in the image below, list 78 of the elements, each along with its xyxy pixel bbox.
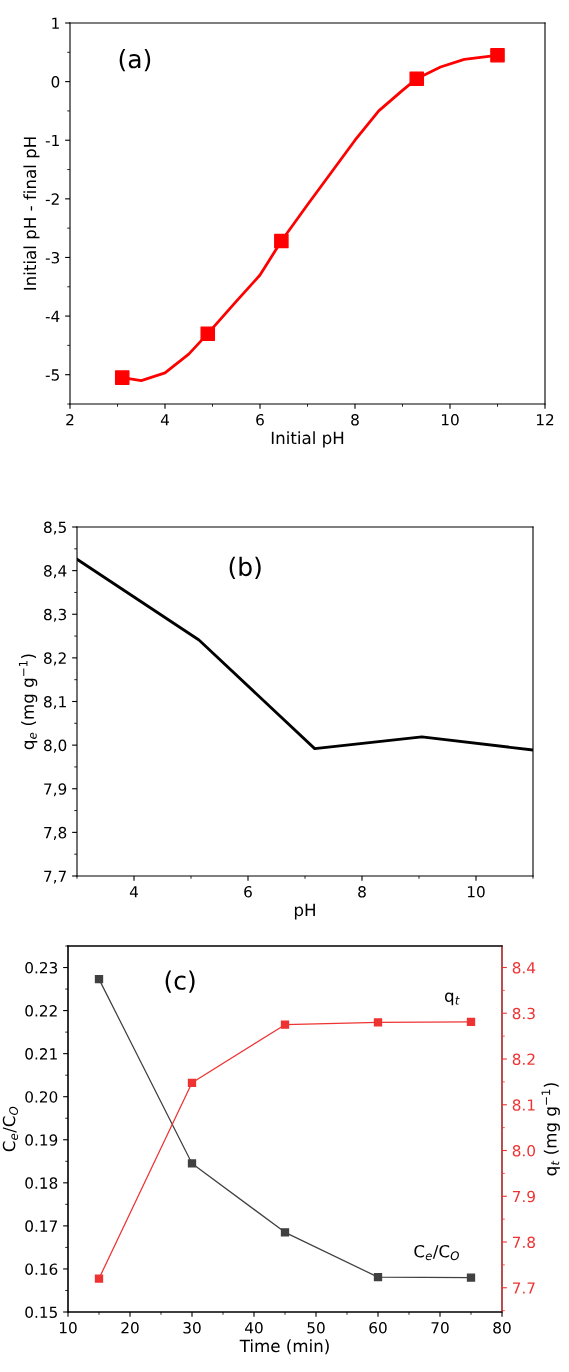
y-tick-label: 1 — [52, 17, 59, 29]
y-tick-label: 7,8 — [44, 826, 67, 840]
point — [187, 1078, 197, 1087]
x-axis-title: pH — [294, 903, 315, 920]
y2-tick-label: 7.9 — [512, 1190, 535, 1203]
y-tick-label: 7,9 — [44, 783, 67, 797]
y2-axis-title: q$_{t}$ (mg g$^{−1}$) — [541, 1083, 560, 1176]
x-tick-label: 40 — [245, 1321, 263, 1334]
y-tick-label: 7,7 — [44, 870, 66, 884]
x-tick-label: 2 — [66, 413, 74, 426]
y-tick-label: 0.15 — [25, 1306, 57, 1319]
y2-tick-label: 8.1 — [512, 1099, 535, 1111]
y-tick-label: -5 — [45, 369, 59, 381]
y-tick-label: 0.18 — [25, 1177, 58, 1189]
point — [187, 1159, 197, 1168]
x-axis-title: Initial pH — [271, 431, 344, 448]
point — [490, 47, 505, 63]
y2-tick-label: 8.3 — [512, 1007, 535, 1020]
y-tick-label: 0.20 — [25, 1091, 58, 1103]
x-tick-label: 80 — [493, 1321, 511, 1334]
x-tick-label: 6 — [244, 885, 252, 898]
y-tick-label: 0.16 — [25, 1263, 58, 1275]
y2-tick-label: 7.8 — [512, 1236, 535, 1249]
y-tick-label: 0.22 — [25, 1005, 57, 1017]
x-tick-label: 10 — [441, 413, 459, 426]
y2-tick-label: 8.2 — [512, 1053, 535, 1066]
point — [114, 370, 130, 385]
text: (a) — [119, 49, 151, 72]
y2-tick-label: 8.4 — [512, 961, 536, 974]
x-tick-label: 4 — [160, 414, 169, 426]
y-tick-label: 0.21 — [25, 1048, 57, 1060]
point — [94, 974, 104, 984]
y-tick-label: 0.17 — [25, 1220, 57, 1232]
y-tick-label: 8,0 — [44, 739, 67, 753]
y-tick-label: -2 — [45, 193, 59, 205]
point — [274, 233, 289, 249]
y-tick-label: 8,4 — [44, 565, 67, 579]
point — [280, 1020, 290, 1029]
x-tick-label: 30 — [183, 1321, 201, 1334]
y-tick-label: 8,1 — [44, 695, 66, 710]
series-label: C$_{e}$/C$_{O}$ — [414, 1244, 459, 1261]
y-tick-label: 0.19 — [25, 1134, 58, 1146]
point — [200, 326, 216, 341]
point — [373, 1018, 383, 1027]
x-tick-label: 10 — [59, 1321, 77, 1334]
point — [373, 1272, 383, 1282]
y2-tick-label: 8.0 — [512, 1144, 535, 1157]
x-tick-label: 70 — [431, 1321, 449, 1334]
x-tick-label: 12 — [536, 413, 554, 426]
y-axis-title: Initial pH - final pH — [23, 137, 40, 290]
x-tick-label: 8 — [358, 885, 366, 898]
x-tick-label: 8 — [351, 413, 359, 426]
point — [280, 1228, 290, 1237]
x-tick-label: 60 — [369, 1321, 387, 1334]
point — [94, 1274, 104, 1283]
y-tick-label: -3 — [45, 251, 60, 264]
text: (c) — [165, 970, 195, 993]
point — [466, 1273, 476, 1282]
text: (b) — [229, 556, 261, 580]
point — [409, 71, 425, 86]
y-tick-label: 8,5 — [44, 521, 66, 535]
y2-tick-label: 7.7 — [512, 1282, 535, 1294]
x-tick-label: 6 — [256, 413, 264, 426]
y-tick-label: 0.23 — [25, 961, 58, 974]
x-tick-label: 4 — [129, 886, 138, 898]
point — [466, 1017, 476, 1027]
y-axis-title: C$_{e}$/C$_{O}$ — [2, 1106, 19, 1152]
x-tick-label: 10 — [467, 885, 485, 898]
y-tick-label: -1 — [45, 134, 59, 147]
y-tick-label: 8,2 — [44, 652, 66, 666]
y-tick-label: -4 — [45, 310, 60, 322]
x-axis-title: Time (min) — [239, 1339, 329, 1355]
y-tick-label: 0 — [51, 76, 60, 88]
y-tick-label: 8,3 — [44, 608, 67, 622]
series-label: q$_{t}$ — [444, 992, 460, 1006]
x-tick-label: 50 — [307, 1321, 325, 1334]
x-tick-label: 20 — [121, 1321, 139, 1334]
y-axis-title: q$_{e}$ (mg g$^{−1}$) — [18, 654, 38, 750]
